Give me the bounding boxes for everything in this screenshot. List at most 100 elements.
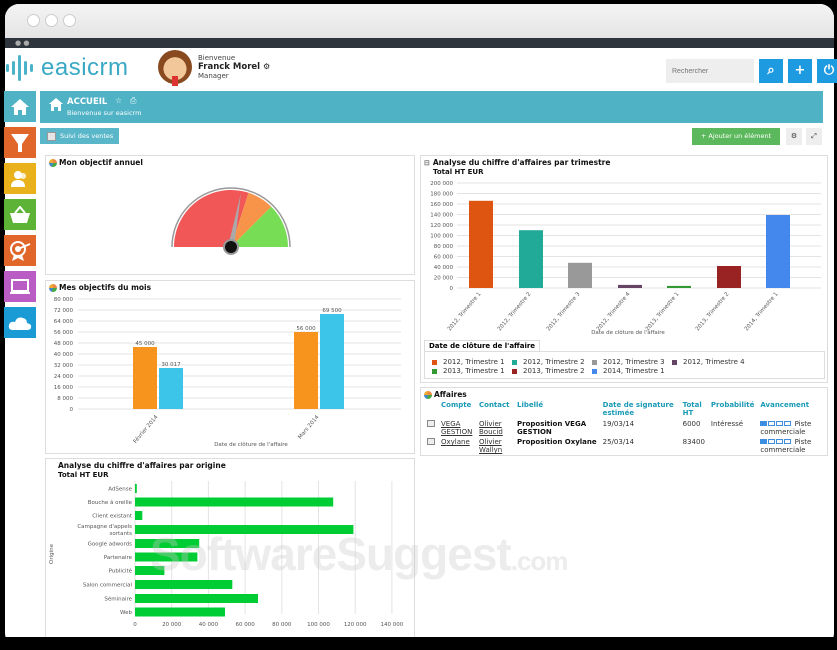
- svg-text:2014, Trimestre 1: 2014, Trimestre 1: [744, 291, 780, 332]
- expand-button[interactable]: ⤢: [806, 128, 822, 145]
- power-icon: ⏻: [823, 63, 835, 78]
- browser-toolbar: ● ●: [5, 38, 834, 48]
- deal-total: 6000: [682, 420, 701, 428]
- svg-text:2012, Trimestre 1: 2012, Trimestre 1: [447, 291, 483, 332]
- column-header[interactable]: Probabilité: [710, 401, 755, 409]
- page-banner: ACCUEIL ☆ ⎙ Bienvenue sur easicrm: [40, 91, 823, 123]
- x-tick: Février 2014: [132, 413, 160, 444]
- svg-text:32 000: 32 000: [54, 363, 74, 369]
- panel-title: Affaires: [434, 390, 467, 399]
- gear-icon: ⚙: [790, 132, 798, 140]
- contact-link[interactable]: Olivier Wallyn: [479, 438, 503, 454]
- legend-item[interactable]: 2012, Trimestre 3: [592, 358, 665, 366]
- svg-text:Date de clôture de l'affaire: Date de clôture de l'affaire: [214, 441, 288, 448]
- deal-total: 83400: [682, 438, 705, 446]
- print-icon[interactable]: ⎙: [130, 96, 137, 105]
- user-name[interactable]: Franck Morel: [198, 61, 261, 72]
- contact-link[interactable]: Olivier Boucid: [479, 420, 503, 436]
- browser-icon: ● ●: [15, 39, 30, 47]
- minimize-dot[interactable]: [45, 14, 58, 27]
- account-link[interactable]: VEGA GESTION: [441, 420, 473, 436]
- column-header[interactable]: Date de signature estimée: [602, 401, 674, 417]
- add-element-button[interactable]: + Ajouter un élément: [692, 128, 780, 145]
- svg-text:Séminaire: Séminaire: [104, 596, 132, 603]
- column-header[interactable]: Libellé: [517, 401, 544, 409]
- legend-item[interactable]: 2012, Trimestre 2: [512, 358, 585, 366]
- chart-icon: [49, 158, 57, 167]
- legend-item[interactable]: 2013, Trimestre 2: [512, 367, 585, 375]
- search-button[interactable]: ⌕: [759, 59, 783, 83]
- collapse-icon[interactable]: ⊟: [424, 158, 430, 167]
- panel-title: Analyse du chiffre d'affaires par origin…: [58, 461, 226, 470]
- sidebar-item-home[interactable]: [4, 91, 36, 122]
- laptop-icon: [10, 278, 30, 294]
- logout-button[interactable]: ⏻: [817, 59, 837, 83]
- account-link[interactable]: Oxylane: [441, 438, 470, 446]
- gauge-chart: [171, 187, 291, 255]
- tab-suivi-des-ventes[interactable]: Suivi des ventes: [40, 128, 119, 144]
- svg-text:sortants: sortants: [109, 531, 132, 537]
- svg-text:Origine: Origine: [49, 543, 55, 564]
- svg-text:2013, Trimestre 2: 2013, Trimestre 2: [695, 291, 731, 332]
- greeting: Bienvenue: [198, 53, 236, 62]
- svg-text:100 000: 100 000: [307, 622, 330, 628]
- svg-text:Campagne d'appels: Campagne d'appels: [77, 524, 132, 530]
- user-role: Manager: [198, 72, 229, 81]
- star-icon[interactable]: ☆: [115, 96, 123, 105]
- page-title: ACCUEIL: [67, 97, 108, 107]
- table-row[interactable]: VEGA GESTION Olivier Boucid Proposition …: [424, 419, 817, 437]
- deal-label: Proposition VEGA GESTION: [517, 420, 587, 436]
- sidebar-item-basket[interactable]: [4, 199, 36, 230]
- column-header[interactable]: Avancement: [760, 401, 810, 409]
- search-input[interactable]: [666, 59, 754, 83]
- gear-icon[interactable]: ⚙: [263, 61, 271, 71]
- edit-icon[interactable]: [427, 438, 435, 445]
- panel-annual-objective: Mon objectif annuel: [45, 155, 415, 275]
- svg-text:140 000: 140 000: [430, 213, 453, 219]
- sidebar-item-laptop[interactable]: [4, 271, 36, 302]
- maximize-dot[interactable]: [63, 14, 76, 27]
- svg-text:100 000: 100 000: [430, 234, 453, 240]
- settings-button[interactable]: ⚙: [786, 128, 802, 145]
- app-header: easicrm Bienvenue Franck Morel ⚙ Manager…: [0, 44, 837, 90]
- sidebar-item-contacts[interactable]: [4, 163, 36, 194]
- legend-item[interactable]: 2013, Trimestre 1: [432, 367, 505, 375]
- svg-text:80 000: 80 000: [272, 622, 292, 628]
- chart-icon: [49, 283, 57, 292]
- svg-text:0: 0: [450, 286, 454, 292]
- svg-text:Web: Web: [120, 610, 132, 616]
- panel-origin-analysis: Analyse du chiffre d'affaires par origin…: [45, 458, 415, 640]
- avatar[interactable]: [158, 50, 192, 86]
- user-block: Bienvenue Franck Morel ⚙ Manager: [158, 50, 271, 86]
- legend-item[interactable]: 2012, Trimestre 4: [672, 358, 745, 366]
- legend-item[interactable]: 2014, Trimestre 1: [592, 367, 665, 375]
- close-dot[interactable]: [27, 14, 40, 27]
- legend-title: Date de clôture de l'affaire: [424, 340, 541, 352]
- sidebar-item-target[interactable]: [4, 235, 36, 266]
- deal-probability: Intéressé: [710, 420, 744, 428]
- column-header[interactable]: Contact: [479, 401, 510, 409]
- deal-date: 19/03/14: [602, 420, 635, 428]
- svg-text:48 000: 48 000: [54, 341, 74, 347]
- svg-text:2012, Trimestre 2: 2012, Trimestre 2: [497, 291, 533, 332]
- svg-text:Google adwords: Google adwords: [88, 542, 133, 548]
- logo[interactable]: easicrm: [6, 54, 129, 82]
- column-header[interactable]: Total HT: [682, 401, 702, 417]
- svg-text:69 500: 69 500: [322, 308, 342, 314]
- svg-text:120 000: 120 000: [430, 223, 453, 229]
- svg-text:56 000: 56 000: [296, 326, 316, 332]
- add-button[interactable]: +: [788, 59, 812, 83]
- svg-text:72 000: 72 000: [54, 308, 74, 314]
- svg-text:Publicité: Publicité: [109, 568, 133, 575]
- home-icon: [49, 98, 63, 111]
- table-row[interactable]: Oxylane Olivier Wallyn Proposition Oxyla…: [424, 437, 817, 455]
- legend-item[interactable]: 2012, Trimestre 1: [432, 358, 505, 366]
- svg-text:60 000: 60 000: [434, 255, 454, 261]
- edit-icon[interactable]: [427, 420, 435, 427]
- svg-text:64 000: 64 000: [54, 319, 74, 325]
- sidebar-item-funnel[interactable]: [4, 127, 36, 158]
- sidebar-item-cloud[interactable]: [4, 307, 36, 338]
- svg-text:120 000: 120 000: [344, 622, 367, 628]
- column-header[interactable]: Compte: [441, 401, 472, 409]
- svg-text:80 000: 80 000: [54, 297, 74, 303]
